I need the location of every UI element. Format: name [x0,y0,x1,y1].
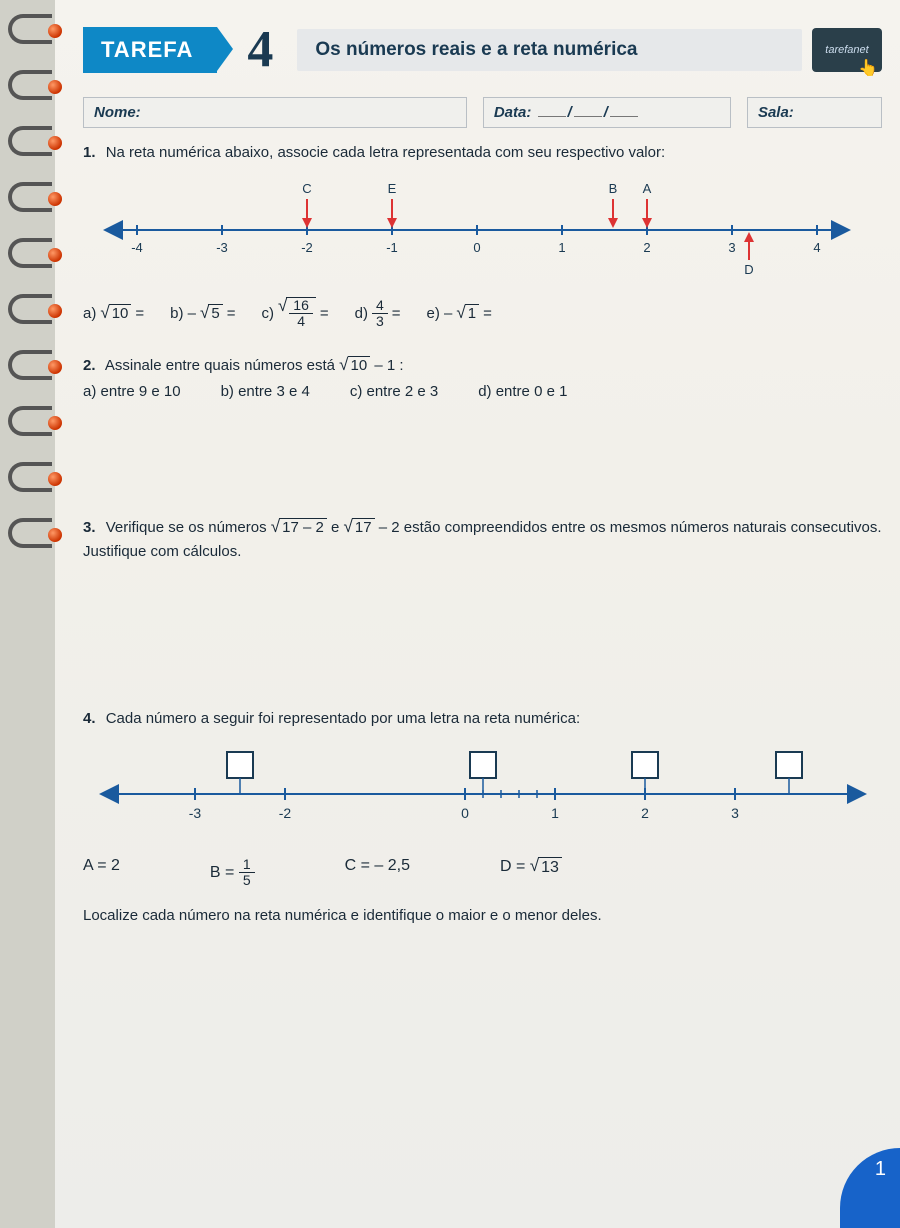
sala-field[interactable]: Sala: [747,97,882,128]
svg-text:E: E [388,181,397,196]
q2-options: a) entre 9 e 10 b) entre 3 e 4 c) entre … [83,383,882,400]
svg-text:-3: -3 [216,240,228,255]
question-1: 1. Na reta numérica abaixo, associe cada… [83,144,882,330]
q1-opt-b: b) – √5 = [170,297,235,330]
q4-val-a: A = 2 [83,857,120,889]
svg-text:B: B [609,181,618,196]
q1-numberline: -4 -3 -2 -1 0 1 2 3 4 C E B A D [97,175,882,279]
page-corner-badge: 1 [840,1148,900,1228]
q1-options: a) √10 = b) – √5 = c) √164 = d) 43 = e) … [83,297,882,330]
q2-text-a: Assinale entre quais números está [105,357,339,374]
svg-text:1: 1 [558,240,565,255]
svg-text:A: A [643,181,652,196]
svg-text:C: C [302,181,311,196]
svg-text:-3: -3 [189,805,202,821]
q2-opt-c: c) entre 2 e 3 [350,383,438,400]
svg-text:2: 2 [643,240,650,255]
question-2: 2. Assinale entre quais números está √10… [83,356,882,400]
tarefa-badge: TAREFA [83,27,217,73]
svg-text:D: D [744,262,753,275]
sala-label: Sala: [758,104,794,121]
q4-instruction: Localize cada número na reta numérica e … [83,907,882,924]
q3-num: 3. [83,519,96,536]
svg-text:1: 1 [551,805,559,821]
q1-opt-a: a) √10 = [83,297,144,330]
svg-text:-2: -2 [279,805,292,821]
q1-opt-e: e) – √1 = [427,297,492,330]
svg-text:-1: -1 [386,240,398,255]
spiral-binding [0,0,60,1228]
question-4: 4. Cada número a seguir foi representado… [83,710,882,924]
svg-text:2: 2 [641,805,649,821]
q4-val-c: C = – 2,5 [345,857,410,889]
q3-text-a: Verifique se os números [106,519,271,536]
q2-num: 2. [83,357,96,374]
q4-text: Cada número a seguir foi representado po… [106,710,580,727]
q3-text-b: e [331,519,344,536]
question-3: 3. Verifique se os números √17 – 2 e √17… [83,516,882,564]
q2-opt-b: b) entre 3 e 4 [221,383,310,400]
svg-text:0: 0 [473,240,480,255]
q1-num: 1. [83,144,96,161]
svg-text:3: 3 [728,240,735,255]
header: TAREFA 4 Os números reais e a reta numér… [83,20,882,79]
q1-text: Na reta numérica abaixo, associe cada le… [106,144,665,161]
student-fields: Nome: Data: // Sala: [83,97,882,128]
q4-val-d: D = √13 [500,857,562,889]
q4-numberline: -3 -2 0 1 2 3 [93,739,882,833]
svg-text:-4: -4 [131,240,143,255]
q2-opt-a: a) entre 9 e 10 [83,383,181,400]
svg-text:3: 3 [731,805,739,821]
data-field[interactable]: Data: // [483,97,731,128]
q1-opt-c: c) √164 = [261,297,328,330]
q2-text-b: – 1 : [374,357,403,374]
tarefanet-badge: tarefanet [812,28,882,72]
q4-num: 4. [83,710,96,727]
q1-opt-d: d) 43 = [355,297,401,330]
q4-val-b: B = 15 [210,857,255,889]
q4-values: A = 2 B = 15 C = – 2,5 D = √13 [83,857,882,889]
task-number: 4 [247,20,273,79]
svg-text:-2: -2 [301,240,313,255]
q2-opt-d: d) entre 0 e 1 [478,383,567,400]
worksheet-page: TAREFA 4 Os números reais e a reta numér… [55,0,900,1228]
nome-label: Nome: [94,104,141,121]
svg-text:0: 0 [461,805,469,821]
data-label: Data: [494,104,532,121]
task-title: Os números reais e a reta numérica [297,29,802,71]
nome-field[interactable]: Nome: [83,97,467,128]
svg-text:4: 4 [813,240,820,255]
